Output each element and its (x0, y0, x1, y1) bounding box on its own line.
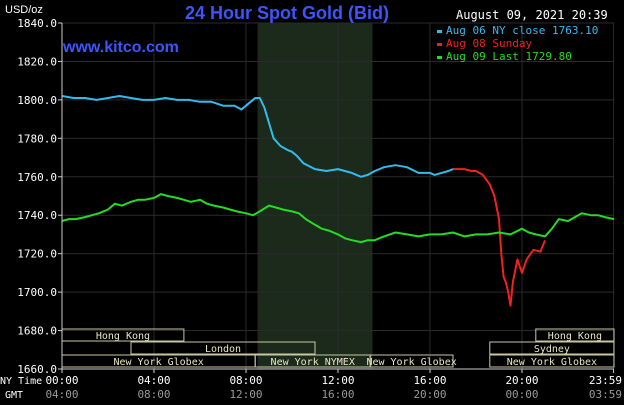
session-bars: Hong Kong Hong Kong London Sydney New York G… (61, 328, 615, 368)
x-tick-label-gmt: 12:00 (229, 388, 262, 401)
session-bar (130, 341, 316, 355)
axes: 1840.0 1820.0 1800.0 1780.0 1760.0 1740.0 1720… (17, 17, 622, 401)
legend-swatch (437, 43, 442, 46)
y-tick-label: 1760.0 (17, 171, 57, 184)
x-tick-label-ny: 00:00 (45, 374, 78, 387)
x-tick-label-gmt: 08:00 (137, 388, 170, 401)
x-tick-label-gmt: 16:00 (321, 388, 354, 401)
session-label: New York Globex (366, 357, 456, 368)
shaded-region (257, 23, 373, 369)
y-tick-label: 1820.0 (17, 55, 57, 68)
session-label: New York Globex (507, 357, 597, 368)
session-label: Sydney (534, 344, 570, 355)
x-tick-label-ny: 12:00 (321, 374, 354, 387)
session-label: New York Globex (113, 357, 203, 368)
legend-label: Aug 09 Last 1729.80 (446, 50, 572, 63)
gmt-row-label: GMT (5, 390, 23, 401)
unit-label: USD/oz (5, 4, 43, 16)
y-tick-label: 1800.0 (17, 94, 57, 107)
y-tick-label: 1720.0 (17, 248, 57, 261)
x-tick-label-gmt: 03:59 (589, 388, 622, 401)
session-bar (369, 354, 454, 368)
series-line-2 (61, 193, 615, 244)
watermark-text: www.kitco.com (62, 39, 179, 56)
x-tick-label-ny: 08:00 (229, 374, 262, 387)
legend-swatch (437, 30, 442, 33)
shaded-session-region (257, 23, 373, 369)
x-tick-label-ny: 20:00 (505, 374, 538, 387)
y-tick-label: 1660.0 (17, 363, 57, 376)
y-tick-label: 1780.0 (17, 132, 57, 145)
ny-time-row-label: NY Time (0, 376, 42, 387)
y-tick-label: 1700.0 (17, 286, 57, 299)
session-label: Hong Kong (548, 331, 602, 342)
legend-swatch (437, 56, 442, 59)
series-line-1 (453, 168, 546, 307)
legend-label: Aug 08 Sunday (446, 37, 532, 50)
chart-title: 24 Hour Spot Gold (Bid) (185, 3, 389, 23)
legend-label: Aug 06 NY close 1763.10 (446, 24, 598, 37)
chart-datetime: August 09, 2021 20:39 (456, 8, 608, 22)
session-label: New York NYMEX (271, 357, 355, 368)
x-tick-label-ny: 16:00 (413, 374, 446, 387)
y-tick-label: 1840.0 (17, 17, 57, 30)
session-label: London (205, 344, 241, 355)
session-bar (489, 341, 615, 355)
session-bar (489, 354, 615, 368)
session-label: Hong Kong (96, 331, 150, 342)
x-tick-label-ny: 23:59 (589, 374, 622, 387)
series-lines (61, 95, 615, 307)
x-tick-label-gmt: 20:00 (413, 388, 446, 401)
y-tick-label: 1680.0 (17, 325, 57, 338)
x-tick-label-gmt: 04:00 (45, 388, 78, 401)
y-tick-label: 1740.0 (17, 209, 57, 222)
session-bar (535, 328, 615, 342)
x-tick-label-ny: 04:00 (137, 374, 170, 387)
x-tick-label-gmt: 00:00 (505, 388, 538, 401)
series-line-0 (61, 95, 454, 178)
